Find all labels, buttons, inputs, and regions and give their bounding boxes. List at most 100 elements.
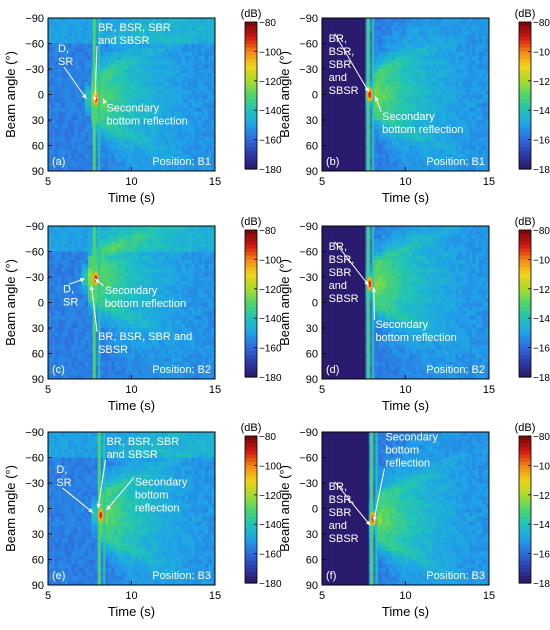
heatmap-cell (144, 69, 149, 74)
heatmap-cell (342, 137, 346, 142)
colorbar-segment (519, 36, 531, 41)
heatmap-cell (375, 103, 380, 108)
heatmap-cell (342, 64, 346, 70)
heatmap-cell (345, 86, 350, 91)
heatmap-cell (68, 247, 72, 253)
heatmap-cell (104, 56, 109, 62)
heatmap-cell (388, 90, 393, 96)
heatmap-cell (151, 26, 156, 32)
heatmap-cell (54, 302, 59, 308)
heatmap-cell (148, 128, 153, 134)
heatmap-cell (375, 52, 380, 57)
heatmap-cell (74, 302, 79, 308)
heatmap-cell (198, 141, 203, 147)
heatmap-cell (48, 353, 52, 359)
heatmap-cell (328, 158, 333, 164)
heatmap-cell (478, 141, 483, 147)
heatmap-cell (338, 128, 343, 134)
heatmap-cell (71, 18, 76, 23)
heatmap-cell (375, 30, 380, 36)
heatmap-cell (458, 47, 463, 53)
heatmap-cell (54, 374, 59, 379)
heatmap-cell (405, 154, 410, 159)
heatmap-cell (458, 60, 463, 66)
heatmap-cell (375, 43, 380, 49)
heatmap-cell (94, 141, 99, 147)
heatmap-cell (84, 302, 89, 308)
heatmap-cell (64, 234, 69, 240)
heatmap-cell (68, 154, 72, 159)
heatmap-cell (101, 145, 106, 151)
heatmap-cell (104, 52, 109, 57)
heatmap-cell (328, 128, 333, 134)
heatmap-cell (134, 73, 139, 79)
heatmap-cell (415, 124, 420, 130)
heatmap-cell (58, 374, 62, 379)
heatmap-cell (158, 128, 163, 134)
heatmap-cell (141, 289, 146, 295)
heatmap-cell (468, 149, 473, 155)
heatmap-cell (74, 111, 79, 117)
heatmap-cell (151, 111, 156, 117)
heatmap-cell (84, 247, 89, 253)
heatmap-cell (151, 141, 156, 147)
heatmap-cell (134, 166, 139, 171)
heatmap-cell (141, 149, 146, 155)
heatmap-cell (208, 64, 213, 70)
heatmap-cell (472, 90, 477, 96)
heatmap-cell (118, 234, 123, 240)
heatmap-cell (188, 166, 193, 171)
heatmap-cell (148, 22, 153, 28)
heatmap (48, 18, 215, 171)
heatmap-cell (94, 39, 99, 45)
heatmap-cell (94, 145, 99, 151)
heatmap-cell (402, 141, 407, 147)
heatmap-cell (101, 43, 106, 49)
heatmap-cell (188, 111, 193, 117)
heatmap-cell (352, 39, 356, 45)
heatmap-cell (71, 81, 76, 87)
heatmap-cell (94, 22, 99, 28)
heatmap-cell (332, 56, 336, 62)
heatmap-cell (174, 56, 179, 62)
heatmap-cell (352, 107, 356, 113)
heatmap-cell (151, 268, 156, 274)
heatmap-cell (81, 30, 86, 36)
heatmap-cell (78, 90, 82, 96)
heatmap-cell (458, 39, 463, 45)
heatmap-cell (198, 22, 203, 28)
heatmap-cell (482, 94, 487, 100)
heatmap-cell (134, 56, 139, 62)
heatmap-cell (154, 272, 159, 278)
heatmap-cell (472, 69, 477, 74)
heatmap-cell (332, 158, 336, 164)
heatmap-cell (208, 35, 213, 40)
heatmap-cell (188, 56, 193, 62)
heatmap-cell (168, 22, 173, 28)
heatmap-cell (48, 132, 52, 138)
heatmap-cell (84, 47, 89, 53)
heatmap-cell (335, 111, 340, 117)
heatmap-cell (211, 120, 215, 125)
position-label: Position: B1 (152, 156, 211, 168)
heatmap-cell (362, 94, 367, 100)
heatmap-cell (328, 26, 333, 32)
heatmap-cell (74, 319, 79, 325)
heatmap-cell (128, 86, 133, 91)
heatmap-cell (161, 111, 166, 117)
heatmap-cell (148, 120, 153, 125)
heatmap-cell (58, 115, 62, 121)
heatmap-cell (144, 26, 149, 32)
heatmap-cell (78, 111, 82, 117)
annotation-text: Secondary bottom reflection (106, 103, 187, 128)
heatmap-cell (78, 47, 82, 53)
heatmap-cell (211, 98, 215, 104)
heatmap-cell (138, 349, 143, 355)
heatmap-cell (124, 30, 129, 36)
heatmap-cell (415, 18, 420, 23)
heatmap-cell (355, 47, 360, 53)
heatmap-cell (81, 340, 86, 346)
heatmap-cell (325, 39, 330, 45)
heatmap-cell (415, 98, 420, 104)
heatmap-cell (81, 103, 86, 108)
